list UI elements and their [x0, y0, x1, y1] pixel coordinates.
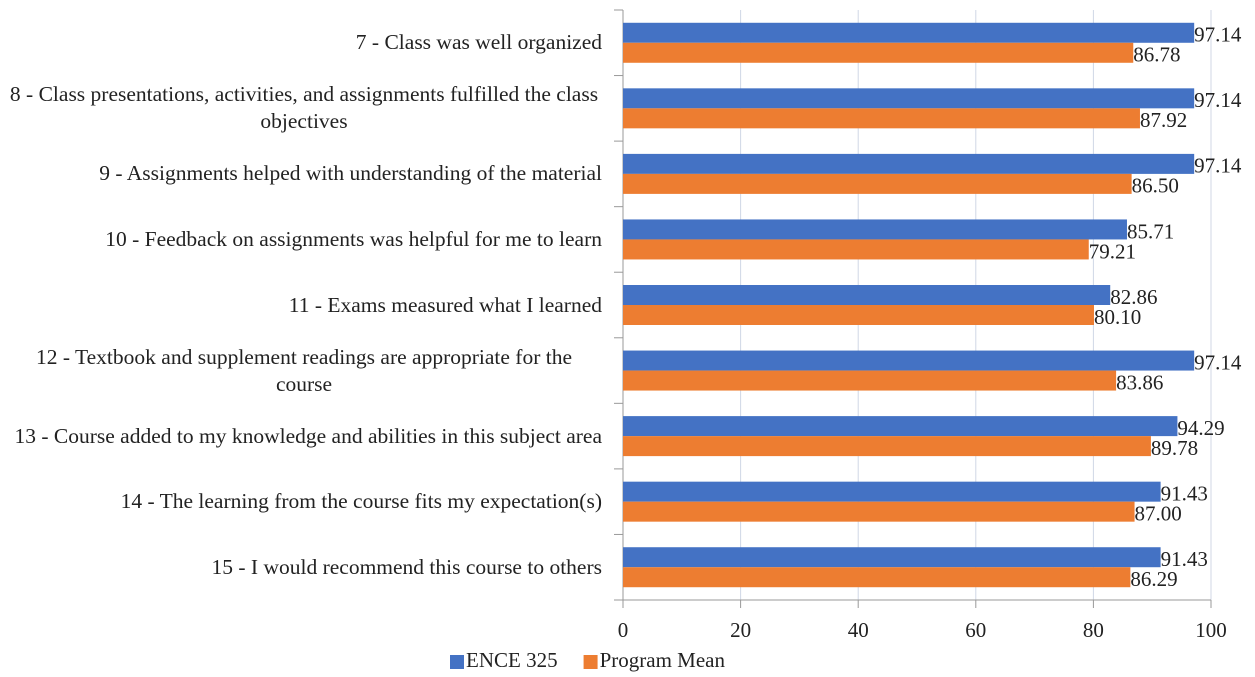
bar [623, 285, 1111, 305]
bar [623, 88, 1195, 109]
value-label: 97.14 [1194, 350, 1242, 374]
bar [623, 416, 1178, 437]
y-tick-label: 10 - Feedback on assignments was helpful… [105, 226, 602, 251]
bar [623, 436, 1151, 457]
x-tick-label: 100 [1195, 618, 1227, 642]
category-box: 12 - Textbook and supplement readings ar… [6, 341, 602, 401]
value-label: 82.86 [1110, 285, 1157, 309]
bar [623, 173, 1132, 194]
y-tick-label: 14 - The learning from the course fits m… [120, 489, 602, 514]
category-box: 7 - Class was well organized [6, 13, 602, 73]
category-box: 11 - Exams measured what I learned [6, 275, 602, 335]
value-label: 80.10 [1094, 305, 1141, 329]
bar [623, 567, 1131, 588]
category-box: 13 - Course added to my knowledge and ab… [6, 406, 602, 466]
category-box: 9 - Assignments helped with understandin… [6, 144, 602, 204]
value-label: 97.14 [1194, 154, 1242, 178]
x-tick-label: 80 [1083, 618, 1104, 642]
y-tick-label: 15 - I would recommend this course to ot… [211, 554, 603, 579]
x-tick-label: 60 [965, 618, 986, 642]
category-box: 15 - I would recommend this course to ot… [6, 537, 603, 597]
bar [623, 219, 1127, 240]
value-label: 86.78 [1133, 43, 1180, 67]
legend-swatch [583, 655, 598, 669]
value-label: 94.29 [1177, 416, 1224, 440]
value-label: 79.21 [1089, 239, 1136, 263]
y-tick-label: 8 - Class presentations, activities, and… [9, 82, 599, 134]
value-label: 87.92 [1140, 108, 1187, 132]
y-tick-label: 12 - Textbook and supplement readings ar… [35, 344, 573, 396]
value-label: 86.50 [1132, 174, 1179, 198]
legend-label: ENCE 325 [466, 648, 558, 672]
bar [623, 305, 1094, 325]
value-label: 97.14 [1194, 23, 1242, 47]
bar [623, 350, 1195, 371]
bar [623, 481, 1161, 502]
bar [623, 370, 1117, 391]
bar [623, 501, 1135, 522]
bar [623, 22, 1195, 43]
category-box: 14 - The learning from the course fits m… [6, 472, 602, 532]
category-box: 8 - Class presentations, activities, and… [6, 78, 602, 138]
value-label: 97.14 [1194, 88, 1242, 112]
value-label: 83.86 [1116, 370, 1163, 394]
legend-swatch [450, 655, 464, 669]
value-label: 91.43 [1161, 481, 1208, 505]
bar [623, 153, 1195, 174]
value-label: 85.71 [1127, 219, 1174, 243]
x-tick-label: 0 [618, 618, 629, 642]
bar [623, 547, 1161, 568]
value-label: 87.00 [1135, 501, 1182, 525]
value-label: 91.43 [1161, 547, 1208, 571]
y-tick-label: 7 - Class was well organized [355, 30, 602, 55]
y-tick-label: 13 - Course added to my knowledge and ab… [14, 423, 602, 448]
bar [623, 108, 1140, 129]
value-label: 86.29 [1130, 567, 1177, 591]
x-tick-label: 20 [730, 618, 751, 642]
category-box: 10 - Feedback on assignments was helpful… [6, 209, 602, 269]
bar [623, 239, 1089, 260]
y-tick-label: 9 - Assignments helped with understandin… [99, 161, 602, 186]
x-tick-label: 40 [848, 618, 869, 642]
bar [623, 42, 1134, 63]
y-tick-label: 11 - Exams measured what I learned [288, 292, 602, 317]
legend-label: Program Mean [600, 648, 726, 672]
value-label: 89.78 [1151, 436, 1198, 460]
